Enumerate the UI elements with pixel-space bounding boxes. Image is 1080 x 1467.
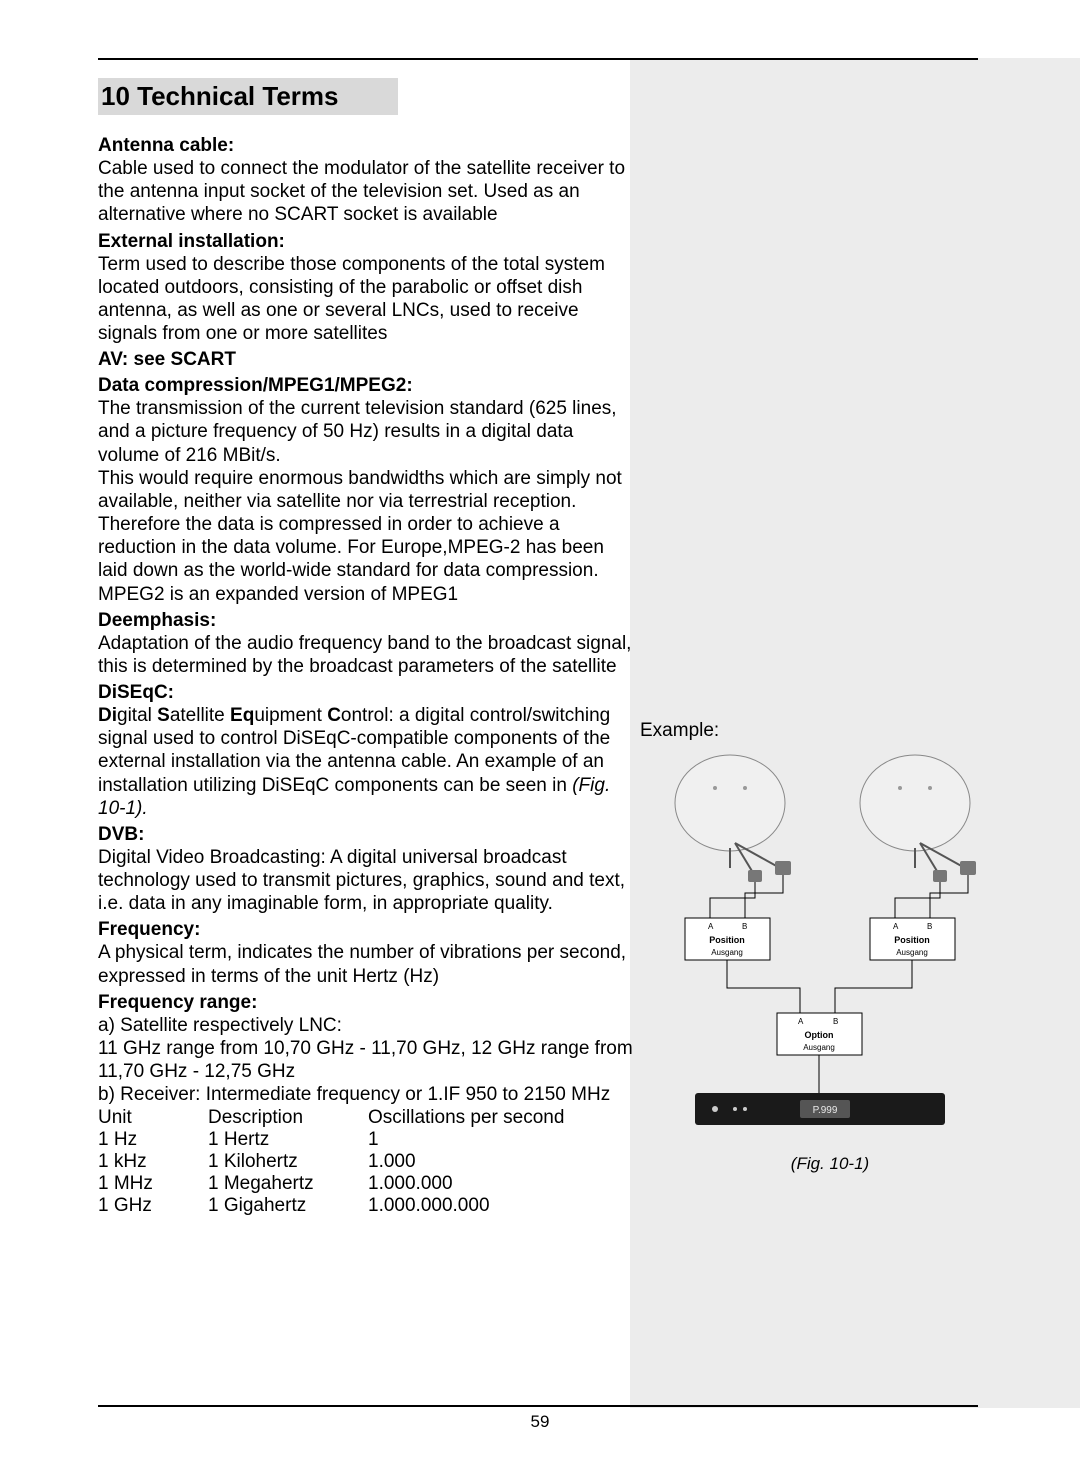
section-heading: 10 Technical Terms bbox=[98, 78, 398, 115]
satellite-receiver-icon: P.999 bbox=[695, 1093, 945, 1125]
term-data-compression: Data compression/MPEG1/MPEG2: bbox=[98, 375, 638, 397]
term-external-installation: External installation: bbox=[98, 231, 638, 253]
diseqc-option-switch: A B Option Ausgang bbox=[777, 1013, 862, 1055]
text-frequency-range-a2: 11 GHz range from 10,70 GHz - 11,70 GHz,… bbox=[98, 1037, 638, 1083]
svg-text:B: B bbox=[833, 1017, 838, 1026]
term-deemphasis: Deemphasis: bbox=[98, 610, 638, 632]
text-frequency-range-b: b) Receiver: Intermediate frequency or 1… bbox=[98, 1083, 638, 1106]
text-data-compression-1: The transmission of the current televisi… bbox=[98, 397, 638, 467]
text-frequency: A physical term, indicates the number of… bbox=[98, 941, 638, 987]
table-row: 1 GHz 1 Gigahertz 1.000.000.000 bbox=[98, 1195, 638, 1217]
svg-text:Ausgang: Ausgang bbox=[711, 948, 743, 957]
th-description: Description bbox=[208, 1107, 368, 1129]
figure-caption: (Fig. 10-1) bbox=[640, 1154, 1020, 1174]
td-unit: 1 Hz bbox=[98, 1129, 208, 1151]
svg-text:Position: Position bbox=[709, 935, 745, 945]
th-oscillations: Oscillations per second bbox=[368, 1107, 588, 1129]
term-antenna-cable: Antenna cable: bbox=[98, 135, 638, 157]
td-unit: 1 kHz bbox=[98, 1151, 208, 1173]
svg-text:A: A bbox=[708, 922, 714, 931]
diseqc-s: S bbox=[157, 705, 170, 726]
document-page: 10 Technical Terms Antenna cable: Cable … bbox=[0, 0, 1080, 1467]
text-diseqc: Digital Satellite Equipment Control: a d… bbox=[98, 704, 638, 820]
rule-top bbox=[98, 58, 978, 60]
svg-text:Option: Option bbox=[805, 1030, 834, 1040]
term-diseqc: DiSEqC: bbox=[98, 682, 638, 704]
diseqc-diagram: A B Position Ausgang A B Position Ausgan… bbox=[640, 748, 1010, 1148]
frequency-table: Unit Description Oscillations per second… bbox=[98, 1107, 638, 1217]
svg-text:Position: Position bbox=[894, 935, 930, 945]
text-deemphasis: Adaptation of the audio frequency band t… bbox=[98, 632, 638, 678]
td-desc: 1 Gigahertz bbox=[208, 1195, 368, 1217]
td-osc: 1.000.000 bbox=[368, 1173, 588, 1195]
svg-text:B: B bbox=[927, 922, 932, 931]
th-unit: Unit bbox=[98, 1107, 208, 1129]
td-desc: 1 Megahertz bbox=[208, 1173, 368, 1195]
page-number: 59 bbox=[0, 1412, 1080, 1432]
satellite-dish-icon bbox=[860, 755, 976, 882]
table-row: 1 Hz 1 Hertz 1 bbox=[98, 1129, 638, 1151]
table-row: 1 kHz 1 Kilohertz 1.000 bbox=[98, 1151, 638, 1173]
main-content-column: 10 Technical Terms Antenna cable: Cable … bbox=[98, 58, 638, 1217]
svg-text:A: A bbox=[798, 1017, 804, 1026]
diseqc-di: Di bbox=[98, 705, 117, 726]
term-dvb: DVB: bbox=[98, 824, 638, 846]
diseqc-c: C bbox=[327, 705, 341, 726]
svg-text:A: A bbox=[893, 922, 899, 931]
td-osc: 1 bbox=[368, 1129, 588, 1151]
diseqc-position-switch: A B Position Ausgang bbox=[870, 918, 955, 960]
figure-label: Example: bbox=[640, 720, 1020, 742]
term-frequency-range: Frequency range: bbox=[98, 992, 638, 1014]
diseqc-position-switch: A B Position Ausgang bbox=[685, 918, 770, 960]
text-antenna-cable: Cable used to connect the modulator of t… bbox=[98, 157, 638, 227]
td-osc: 1.000.000.000 bbox=[368, 1195, 588, 1217]
td-desc: 1 Hertz bbox=[208, 1129, 368, 1151]
table-row: 1 MHz 1 Megahertz 1.000.000 bbox=[98, 1173, 638, 1195]
text-external-installation: Term used to describe those components o… bbox=[98, 253, 638, 346]
satellite-dish-icon bbox=[675, 755, 791, 882]
term-frequency: Frequency: bbox=[98, 919, 638, 941]
diseqc-mid2: atellite bbox=[170, 705, 230, 726]
td-unit: 1 MHz bbox=[98, 1173, 208, 1195]
diseqc-mid3: uipment bbox=[254, 705, 327, 726]
td-desc: 1 Kilohertz bbox=[208, 1151, 368, 1173]
text-data-compression-2: This would require enormous bandwidths w… bbox=[98, 467, 638, 606]
td-unit: 1 GHz bbox=[98, 1195, 208, 1217]
svg-text:Ausgang: Ausgang bbox=[896, 948, 928, 957]
diseqc-eq: Eq bbox=[230, 705, 254, 726]
figure-10-1: Example: bbox=[640, 720, 1020, 1174]
table-header-row: Unit Description Oscillations per second bbox=[98, 1107, 638, 1129]
rule-bottom bbox=[98, 1405, 978, 1407]
svg-text:P.999: P.999 bbox=[813, 1105, 838, 1116]
text-dvb: Digital Video Broadcasting: A digital un… bbox=[98, 846, 638, 916]
term-av-scart: AV: see SCART bbox=[98, 349, 638, 371]
svg-text:Ausgang: Ausgang bbox=[803, 1043, 835, 1052]
text-frequency-range-a: a) Satellite respectively LNC: bbox=[98, 1014, 638, 1037]
td-osc: 1.000 bbox=[368, 1151, 588, 1173]
diseqc-mid1: gital bbox=[117, 705, 157, 726]
svg-text:B: B bbox=[742, 922, 747, 931]
